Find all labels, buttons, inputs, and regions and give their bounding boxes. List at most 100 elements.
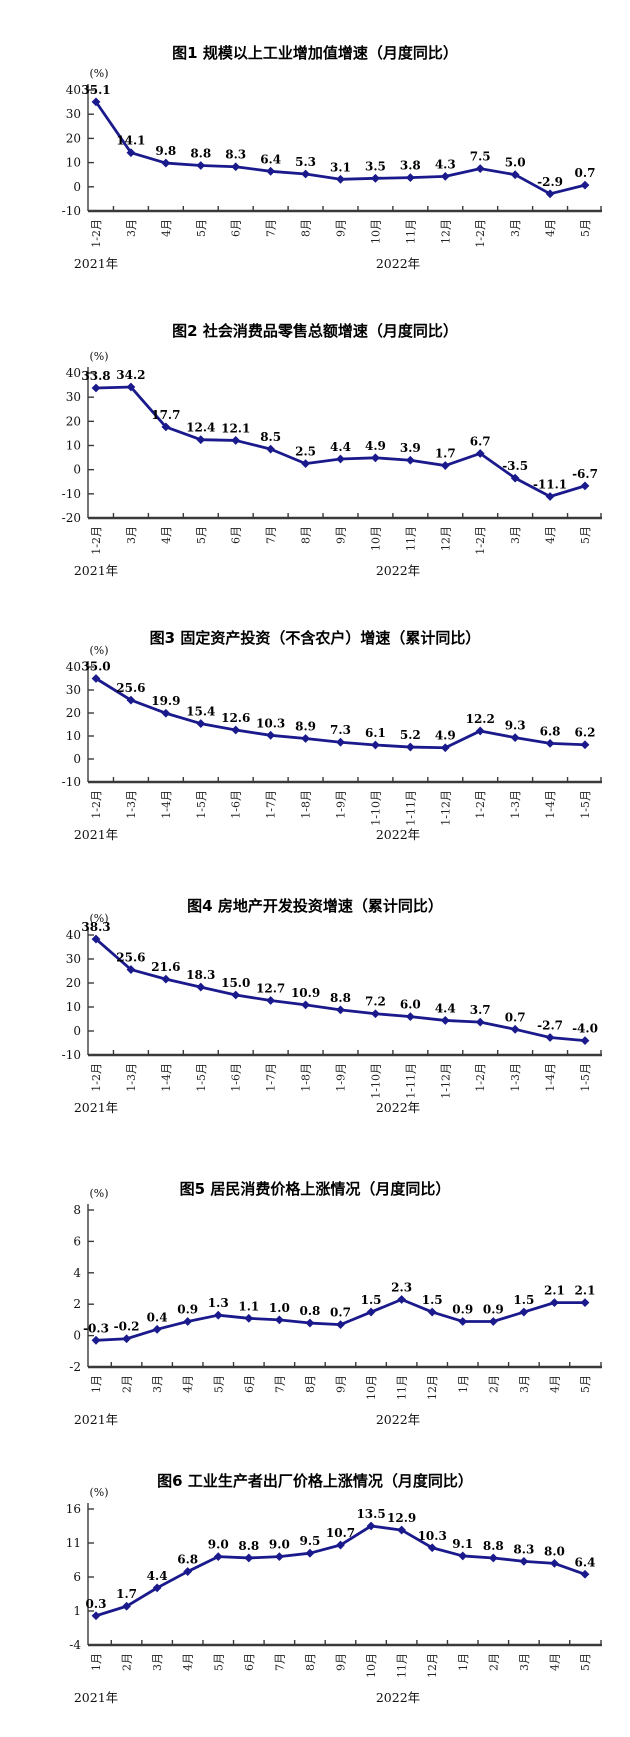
svg-text:1.7: 1.7	[116, 1587, 137, 1601]
svg-text:(%): (%)	[89, 912, 108, 925]
svg-text:10.9: 10.9	[291, 986, 320, 1000]
svg-text:9.3: 9.3	[505, 719, 526, 733]
svg-text:1-9月: 1-9月	[335, 1063, 348, 1092]
chart-fixed-asset-investment: 图3 固定资产投资（不含农户）增速（累计同比） (%) 40 30 20 10 0 -10 3…	[0, 625, 630, 846]
svg-text:6月: 6月	[230, 219, 243, 237]
svg-text:6: 6	[73, 1234, 81, 1248]
svg-text:6: 6	[73, 1570, 81, 1584]
svg-text:35.1: 35.1	[81, 83, 110, 97]
svg-text:5月: 5月	[579, 1375, 592, 1393]
svg-text:11月: 11月	[396, 1653, 409, 1678]
svg-text:34.2: 34.2	[116, 368, 145, 382]
svg-text:2: 2	[73, 1297, 81, 1311]
svg-text:3月: 3月	[125, 219, 138, 237]
chart-title: 图2 社会消费品零售总额增速（月度同比）	[172, 322, 458, 340]
svg-text:5月: 5月	[579, 1653, 592, 1671]
svg-text:10.3: 10.3	[256, 716, 285, 730]
svg-text:1-3月: 1-3月	[125, 790, 138, 819]
svg-text:9.1: 9.1	[452, 1537, 473, 1551]
svg-text:1-8月: 1-8月	[300, 1063, 313, 1092]
svg-text:3月: 3月	[509, 526, 522, 544]
svg-text:12月: 12月	[439, 219, 452, 244]
svg-text:1-5月: 1-5月	[579, 1063, 592, 1092]
svg-text:8.8: 8.8	[483, 1539, 504, 1553]
svg-text:-10: -10	[62, 487, 81, 501]
svg-text:4.9: 4.9	[365, 439, 386, 453]
svg-text:-20: -20	[62, 511, 81, 525]
svg-text:9.5: 9.5	[299, 1534, 320, 1548]
svg-text:3.5: 3.5	[365, 159, 386, 173]
svg-text:5月: 5月	[579, 526, 592, 544]
svg-text:6月: 6月	[243, 1375, 256, 1393]
svg-text:4.4: 4.4	[147, 1569, 168, 1583]
svg-text:20: 20	[66, 414, 81, 428]
svg-text:0.7: 0.7	[505, 1010, 526, 1024]
svg-text:1-12月: 1-12月	[439, 1063, 452, 1099]
svg-text:13.5: 13.5	[356, 1507, 385, 1521]
svg-text:7.2: 7.2	[365, 995, 386, 1009]
svg-text:15.4: 15.4	[186, 705, 215, 719]
svg-text:(%): (%)	[89, 67, 108, 80]
svg-text:-10: -10	[62, 775, 81, 789]
chart-title: 图5 居民消费价格上涨情况（月度同比）	[179, 1180, 451, 1198]
svg-text:1-4月: 1-4月	[160, 790, 173, 819]
svg-text:1.7: 1.7	[435, 447, 456, 461]
svg-text:3月: 3月	[509, 219, 522, 237]
svg-text:4月: 4月	[544, 526, 557, 544]
svg-text:(%): (%)	[89, 1486, 108, 1499]
line-plot-fixed-asset: (%) 40 30 20 10 0 -10 35.0 1-2月 25.6 1-3月 19.9 1-4月 1…	[62, 644, 602, 842]
svg-text:4.4: 4.4	[435, 1001, 456, 1015]
svg-text:4: 4	[73, 1266, 81, 1280]
svg-text:9月: 9月	[335, 219, 348, 237]
svg-text:1.5: 1.5	[361, 1293, 382, 1307]
svg-text:3.8: 3.8	[400, 159, 421, 173]
svg-text:0.7: 0.7	[575, 166, 596, 180]
svg-text:20: 20	[66, 706, 81, 720]
svg-text:(%): (%)	[89, 350, 108, 363]
svg-text:2.3: 2.3	[391, 1280, 412, 1294]
svg-text:40: 40	[66, 83, 81, 97]
svg-text:6.1: 6.1	[365, 726, 386, 740]
svg-text:2月: 2月	[487, 1375, 500, 1393]
svg-text:1月: 1月	[457, 1375, 470, 1393]
svg-text:-2.9: -2.9	[537, 175, 563, 189]
svg-text:7月: 7月	[273, 1653, 286, 1671]
svg-text:3月: 3月	[125, 526, 138, 544]
svg-text:1.0: 1.0	[269, 1301, 290, 1315]
line-plot-industrial: (%) 40 30 20 10 0 -10 35.1 1-2月 14.1 3月 9.8 4月 8.8 5月 8…	[62, 67, 602, 271]
svg-text:8.5: 8.5	[260, 430, 281, 444]
svg-text:4.9: 4.9	[435, 729, 456, 743]
svg-text:-3.5: -3.5	[502, 459, 528, 473]
svg-text:11: 11	[66, 1536, 81, 1550]
svg-text:30: 30	[66, 107, 81, 121]
svg-text:9.8: 9.8	[155, 144, 176, 158]
chart-title: 图6 工业生产者出厂价格上涨情况（月度同比）	[157, 1472, 473, 1490]
svg-text:0: 0	[73, 752, 81, 766]
svg-text:10: 10	[66, 1000, 81, 1014]
svg-text:-0.3: -0.3	[83, 1321, 109, 1335]
svg-text:10: 10	[66, 156, 81, 170]
svg-text:8.0: 8.0	[544, 1544, 565, 1558]
svg-text:14.1: 14.1	[116, 134, 145, 148]
svg-text:11月: 11月	[396, 1375, 409, 1400]
svg-text:9月: 9月	[335, 526, 348, 544]
svg-text:1-9月: 1-9月	[335, 790, 348, 819]
svg-text:1-4月: 1-4月	[160, 1063, 173, 1092]
svg-text:6月: 6月	[243, 1653, 256, 1671]
year-label-2022: 2022年	[376, 1690, 420, 1705]
svg-text:1月: 1月	[457, 1653, 470, 1671]
svg-text:30: 30	[66, 952, 81, 966]
svg-text:6.0: 6.0	[400, 998, 421, 1012]
svg-text:40: 40	[66, 366, 81, 380]
svg-text:4.3: 4.3	[435, 157, 456, 171]
svg-text:(%): (%)	[89, 644, 108, 657]
svg-text:1-5月: 1-5月	[579, 790, 592, 819]
svg-text:4月: 4月	[182, 1375, 195, 1393]
svg-text:2月: 2月	[121, 1653, 134, 1671]
svg-text:1-4月: 1-4月	[544, 790, 557, 819]
chart-title: 图1 规模以上工业增加值增速（月度同比）	[172, 44, 458, 62]
svg-text:0.8: 0.8	[299, 1304, 320, 1318]
chart-real-estate-investment: 图4 房地产开发投资增速（累计同比） (%) 40 30 20 10 0 -10 38.3 1-…	[0, 893, 630, 1119]
svg-text:1-10月: 1-10月	[369, 1063, 382, 1099]
svg-text:1-2月: 1-2月	[474, 219, 487, 248]
